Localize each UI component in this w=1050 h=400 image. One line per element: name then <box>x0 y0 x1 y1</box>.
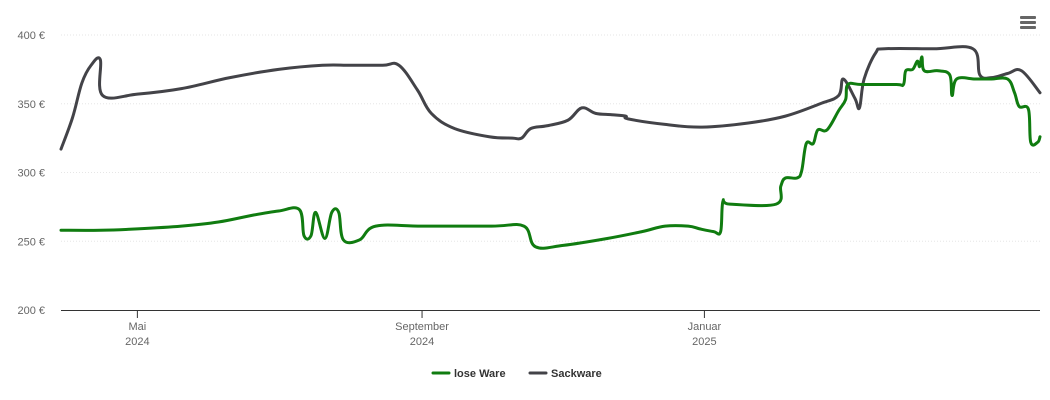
grid-lines <box>61 34 1040 242</box>
legend-item-lose-ware[interactable]: lose Ware <box>431 368 506 380</box>
y-tick-label: 200 € <box>17 305 45 317</box>
y-tick-label: 350 € <box>17 99 45 111</box>
menu-bar-top <box>1020 16 1036 19</box>
series-lines <box>59 45 1042 250</box>
legend-item-sackware[interactable]: Sackware <box>528 368 602 380</box>
x-tick-year-label: 2024 <box>125 336 149 348</box>
series-line-sackware[interactable] <box>59 45 1042 151</box>
x-axis-ticks: Mai 2024 September 2024 Januar 2025 <box>125 310 722 348</box>
menu-bar-middle <box>1020 21 1036 24</box>
y-tick-label: 300 € <box>17 168 45 180</box>
x-tick-year-label: 2024 <box>410 336 434 348</box>
legend-label: lose Ware <box>454 368 506 380</box>
x-tick-month-label: Januar <box>688 321 722 333</box>
x-tick-year-label: 2025 <box>692 336 716 348</box>
x-tick-month-label: Mai <box>129 321 147 333</box>
x-tick-month-label: September <box>395 321 449 333</box>
series-line-lose-ware[interactable] <box>59 55 1042 250</box>
legend-label: Sackware <box>551 368 602 380</box>
y-tick-label: 250 € <box>17 236 45 248</box>
menu-bar-bottom <box>1020 26 1036 29</box>
legend: lose Ware Sackware <box>431 368 602 380</box>
y-axis-tick-labels: 200 € 250 € 300 € 350 € 400 € <box>17 30 45 317</box>
y-tick-label: 400 € <box>17 30 45 42</box>
hamburger-menu-icon[interactable] <box>1016 12 1040 34</box>
